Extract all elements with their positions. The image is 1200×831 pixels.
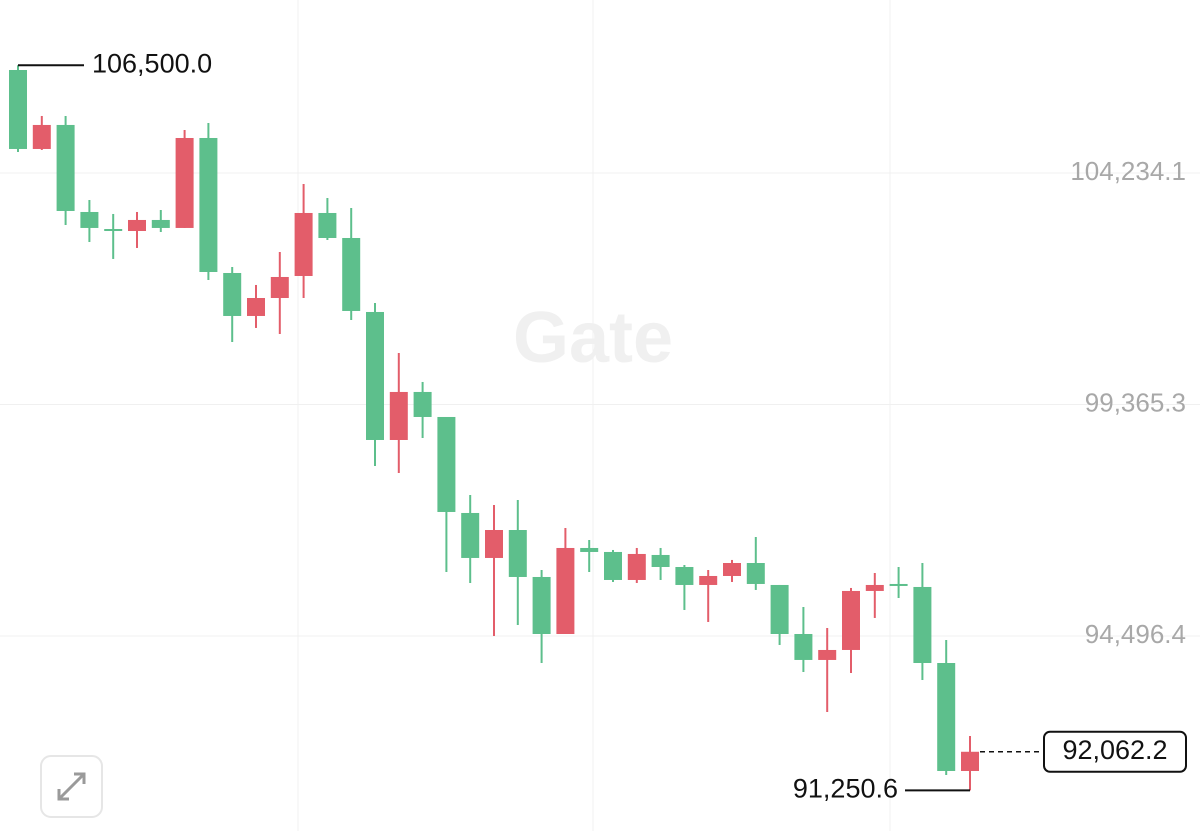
candle-body xyxy=(104,229,123,232)
candle-body xyxy=(56,124,75,211)
candle-body xyxy=(199,137,218,272)
expand-icon[interactable] xyxy=(57,772,86,801)
y-tick-label: 99,365.3 xyxy=(1085,387,1186,417)
high-label: 106,500.0 xyxy=(92,48,212,78)
candle-body xyxy=(270,276,289,299)
candle-body xyxy=(961,751,979,771)
candle-body xyxy=(175,137,194,228)
candle-body xyxy=(580,547,599,552)
last-price-box xyxy=(1043,730,1187,773)
candle-body xyxy=(223,272,242,316)
candle-body xyxy=(294,212,313,276)
candle-body xyxy=(770,584,789,634)
low-label: 91,250.6 xyxy=(793,773,898,803)
candle-body xyxy=(151,219,170,228)
candle-body xyxy=(9,69,27,149)
candle-body xyxy=(366,311,384,440)
candle-body xyxy=(508,530,527,577)
candle-body xyxy=(842,590,860,650)
candle-body xyxy=(128,219,146,232)
last-price-label: 92,062.2 xyxy=(1062,735,1167,765)
candle-body xyxy=(247,298,265,316)
candle-body xyxy=(794,633,813,660)
y-tick-label: 104,234.1 xyxy=(1070,156,1186,186)
expand-button[interactable] xyxy=(40,755,103,818)
candle-body xyxy=(937,663,956,771)
candle-body xyxy=(413,391,432,417)
candle-body xyxy=(437,416,456,512)
candle-body xyxy=(342,237,361,311)
candle-body xyxy=(80,211,99,228)
y-tick-label: 94,496.4 xyxy=(1085,619,1186,649)
candle-body xyxy=(318,212,337,238)
candle-body xyxy=(651,554,670,567)
candle-body xyxy=(746,563,765,584)
candle-body xyxy=(32,124,51,149)
candle-body xyxy=(556,547,575,634)
candle-body xyxy=(699,575,718,585)
candle-body xyxy=(723,563,741,576)
candle-body xyxy=(485,530,503,558)
candle-body xyxy=(889,583,908,586)
candle-body xyxy=(532,576,551,634)
candle-body xyxy=(818,649,837,660)
candle-body xyxy=(913,586,932,664)
candle-body xyxy=(461,512,480,558)
candle-body xyxy=(604,551,622,580)
candle-body xyxy=(675,566,694,585)
watermark: Gate xyxy=(513,298,673,378)
candle-body xyxy=(627,553,646,580)
candle-body xyxy=(865,584,884,591)
candle-body xyxy=(389,391,408,440)
